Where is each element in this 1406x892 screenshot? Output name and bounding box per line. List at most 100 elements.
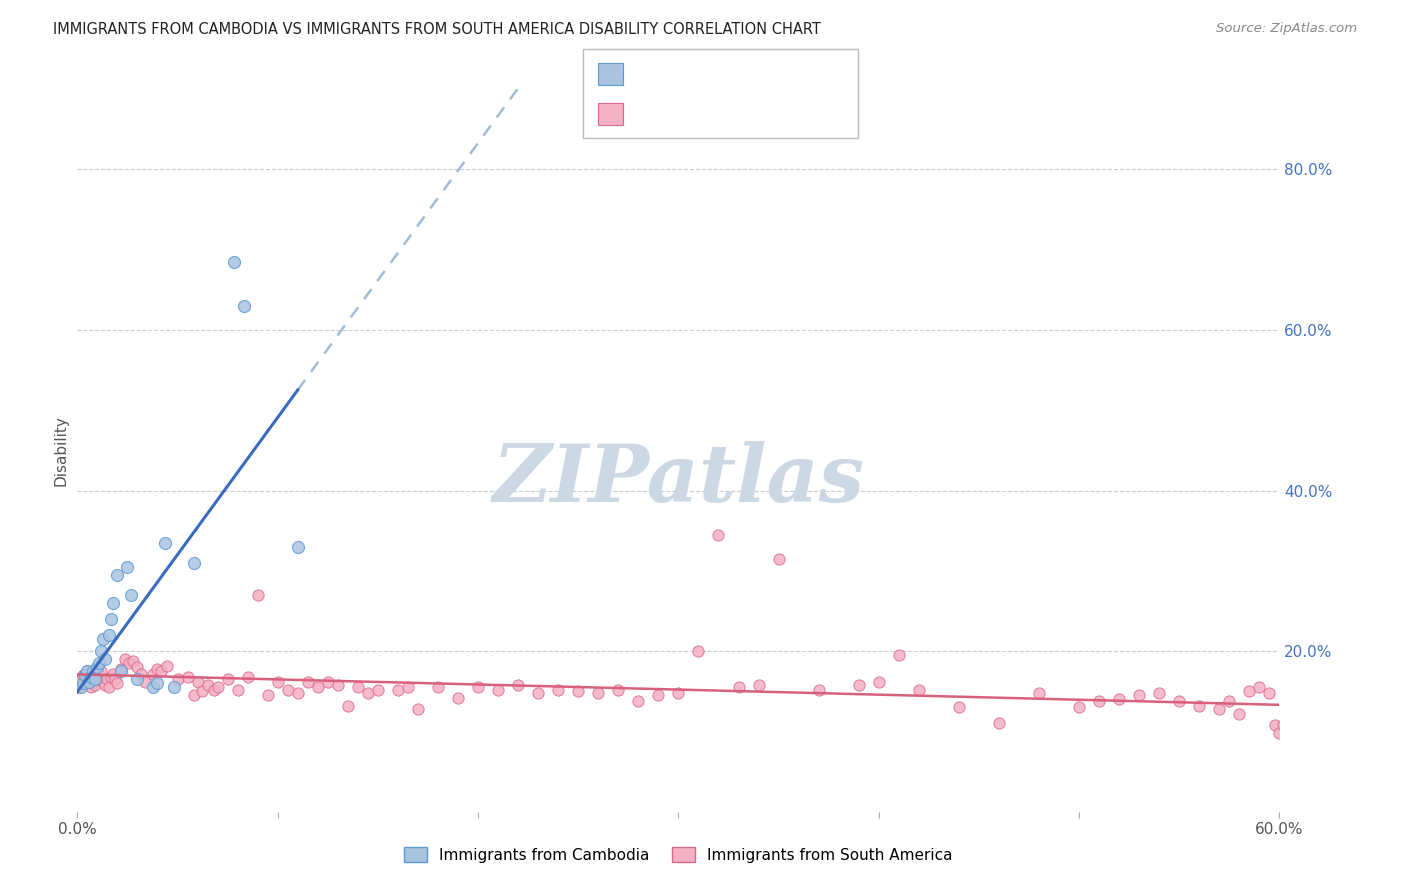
Point [807, 682, 830, 697]
Point [316, 674, 339, 689]
Point [668, 686, 690, 700]
Text: 29: 29 [761, 67, 782, 81]
Point [190, 684, 212, 698]
Point [748, 678, 770, 692]
Point [118, 657, 141, 671]
Point [406, 702, 429, 716]
Point [150, 664, 173, 679]
Point [166, 673, 188, 687]
Point [82, 664, 104, 679]
Point [75, 668, 97, 682]
Point [707, 527, 730, 541]
Point [134, 674, 156, 689]
Point [67, 680, 90, 694]
Text: R =: R = [631, 107, 665, 121]
Point [117, 560, 139, 574]
Point [84, 673, 107, 687]
Point [988, 716, 1011, 731]
Point [76, 664, 98, 679]
Point [347, 680, 370, 694]
Point [447, 690, 470, 705]
Point [93, 674, 115, 689]
Point [396, 680, 419, 694]
Point [768, 551, 790, 566]
Point [267, 674, 290, 689]
Point [100, 612, 122, 626]
Text: N =: N = [721, 107, 755, 121]
Point [107, 676, 129, 690]
Point [197, 678, 219, 692]
Point [1168, 694, 1191, 708]
Point [387, 682, 409, 697]
Point [1249, 680, 1271, 694]
Point [86, 673, 108, 687]
Point [72, 676, 94, 690]
Point [1069, 700, 1091, 714]
Point [367, 682, 389, 697]
Point [98, 628, 121, 642]
Point [607, 682, 630, 697]
Point [80, 680, 103, 694]
Point [848, 678, 870, 692]
Point [547, 682, 569, 697]
Point [1284, 718, 1306, 732]
Point [103, 666, 125, 681]
Point [142, 680, 165, 694]
Point [131, 666, 153, 681]
Point [567, 684, 589, 698]
Point [94, 678, 117, 692]
Point [176, 670, 198, 684]
Point [1272, 718, 1295, 732]
Point [427, 680, 450, 694]
Y-axis label: Disability: Disability [53, 415, 69, 486]
Point [868, 674, 890, 689]
Point [89, 668, 111, 682]
Point [1149, 686, 1171, 700]
Point [486, 682, 509, 697]
Text: ZIPatlas: ZIPatlas [492, 441, 865, 518]
Point [232, 299, 254, 313]
Point [207, 680, 229, 694]
Point [1288, 721, 1310, 735]
Text: -0.184: -0.184 [672, 107, 727, 121]
Point [89, 657, 111, 671]
Point [76, 664, 98, 679]
Point [110, 664, 132, 679]
Point [226, 682, 249, 697]
Point [287, 540, 309, 554]
Point [127, 673, 149, 687]
Point [100, 670, 122, 684]
Point [156, 658, 179, 673]
Point [1208, 702, 1230, 716]
Point [183, 689, 205, 703]
Point [467, 680, 489, 694]
Point [202, 682, 225, 697]
Text: Source: ZipAtlas.com: Source: ZipAtlas.com [1216, 22, 1357, 36]
Point [75, 676, 97, 690]
Point [627, 694, 650, 708]
Point [80, 670, 103, 684]
Text: R =: R = [631, 67, 665, 81]
Point [908, 682, 931, 697]
Point [90, 644, 112, 658]
Point [96, 673, 118, 687]
Point [246, 588, 269, 602]
Point [1108, 692, 1130, 706]
Point [107, 568, 129, 582]
Point [948, 700, 970, 714]
Point [307, 680, 329, 694]
Point [1296, 714, 1319, 729]
Point [127, 660, 149, 674]
Point [79, 674, 101, 689]
Point [256, 689, 278, 703]
Point [887, 648, 910, 662]
Point [287, 686, 309, 700]
Point [79, 670, 101, 684]
Point [86, 660, 108, 674]
Point [70, 673, 93, 687]
Point [142, 666, 165, 681]
Point [1239, 684, 1261, 698]
Point [93, 632, 115, 646]
Point [1028, 686, 1050, 700]
Point [222, 254, 245, 268]
